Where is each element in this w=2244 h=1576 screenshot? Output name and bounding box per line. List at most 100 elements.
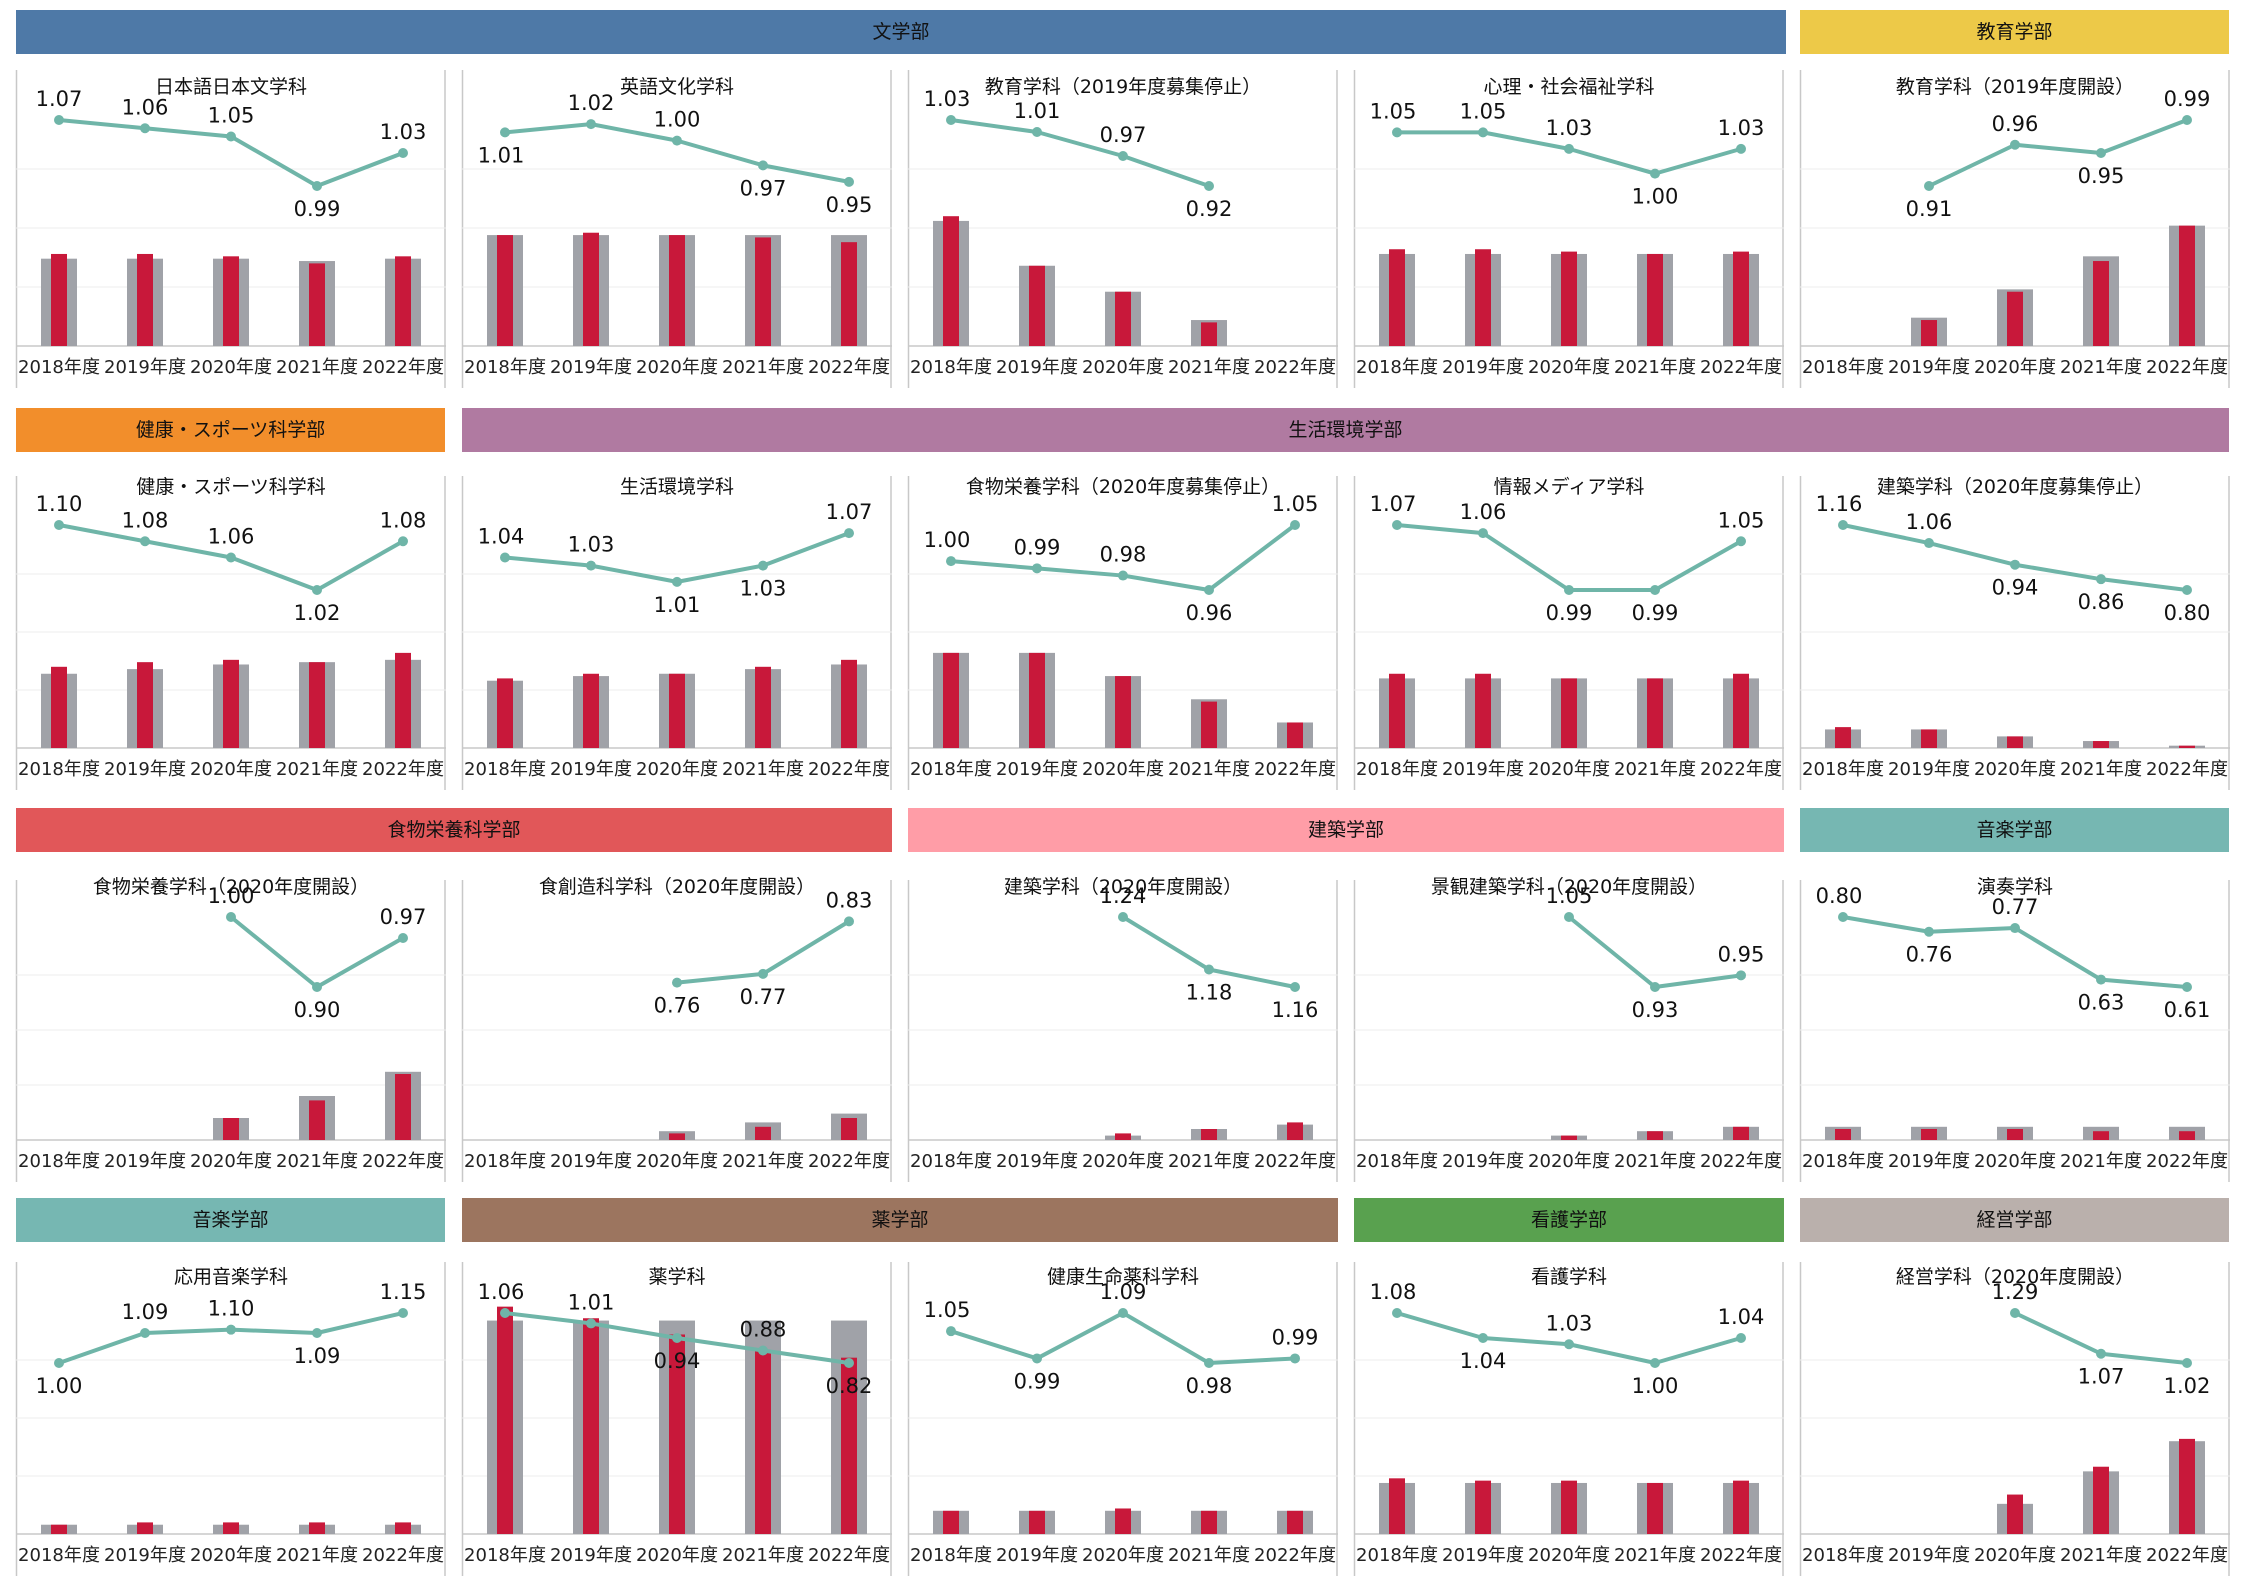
x-tick-label: 2020年度 bbox=[1528, 1151, 1610, 1172]
chart-svg: 1.29 1.07 1.02 2018年度 2019年度 2020年度 2021年度 2022… bbox=[1799, 1262, 2230, 1576]
bar-actual bbox=[1921, 729, 1937, 748]
chart-title: 健康・スポーツ科学科 bbox=[136, 476, 326, 498]
chart-title: 教育学科（2019年度開設） bbox=[1895, 76, 2135, 98]
data-label: 1.03 bbox=[740, 577, 787, 601]
data-label: 0.99 bbox=[1272, 1325, 1319, 1349]
ratio-point bbox=[1564, 585, 1574, 595]
ratio-point bbox=[844, 528, 854, 539]
data-label: 0.88 bbox=[740, 1318, 787, 1342]
data-label: 1.07 bbox=[1370, 492, 1417, 516]
bar-actual bbox=[669, 1334, 685, 1534]
bar-actual bbox=[943, 652, 959, 748]
ratio-point bbox=[1204, 1358, 1214, 1368]
data-label: 1.10 bbox=[36, 492, 83, 516]
data-label: 0.95 bbox=[826, 193, 873, 217]
x-tick-label: 2020年度 bbox=[190, 1545, 272, 1566]
data-label: 0.80 bbox=[2164, 601, 2211, 625]
x-tick-label: 2020年度 bbox=[1974, 357, 2056, 378]
ratio-line bbox=[58, 118, 404, 188]
ratio-point bbox=[672, 977, 682, 988]
faculty-band: 看護学部 bbox=[1354, 1198, 1784, 1242]
x-tick-label: 2022年度 bbox=[1254, 1545, 1336, 1566]
x-tick-label: 2019年度 bbox=[104, 1545, 186, 1566]
ratio-point bbox=[140, 1328, 150, 1338]
ratio-point bbox=[758, 1345, 768, 1356]
data-label: 1.07 bbox=[36, 87, 83, 111]
data-label: 0.82 bbox=[826, 1374, 873, 1398]
ratio-point bbox=[1736, 143, 1746, 154]
x-tick-label: 2019年度 bbox=[550, 1151, 632, 1172]
x-tick-label: 2019年度 bbox=[1442, 1151, 1524, 1172]
bar-actual bbox=[1835, 1129, 1851, 1140]
bar-actual bbox=[1561, 1480, 1577, 1534]
ratio-point bbox=[946, 115, 956, 125]
ratio-point bbox=[1290, 520, 1300, 530]
x-tick-label: 2020年度 bbox=[636, 1151, 718, 1172]
x-tick-label: 2019年度 bbox=[996, 1151, 1078, 1172]
ratio-point bbox=[586, 119, 596, 130]
bar-actual bbox=[1115, 676, 1131, 748]
bar-actual bbox=[309, 1100, 325, 1140]
data-label: 0.95 bbox=[1718, 942, 1765, 966]
bar-actual bbox=[395, 652, 411, 748]
ratio-point bbox=[140, 123, 150, 134]
chart-panel: 経営学科（2020年度開設） 1.29 1.07 1.02 2018年度 2019年度 20… bbox=[1799, 1252, 2230, 1576]
chart-title: 情報メディア学科 bbox=[1493, 476, 1645, 498]
data-label: 1.03 bbox=[1546, 1311, 1593, 1335]
bar-actual bbox=[1389, 673, 1405, 748]
bar-actual bbox=[1835, 727, 1851, 748]
ratio-point bbox=[758, 968, 768, 979]
x-tick-label: 2020年度 bbox=[636, 1545, 718, 1566]
data-label: 1.03 bbox=[380, 120, 427, 144]
ratio-point bbox=[1392, 520, 1402, 530]
data-label: 1.10 bbox=[208, 1297, 255, 1321]
data-label: 0.91 bbox=[1906, 197, 1953, 221]
x-tick-label: 2018年度 bbox=[18, 1151, 100, 1172]
chart-panel: 建築学科（2020年度募集停止） 1.16 1.06 0.94 0.86 0.80 2018… bbox=[1799, 462, 2230, 790]
chart-title: 食物栄養学科（2020年度開設） bbox=[92, 876, 370, 898]
chart-svg: 0.76 0.77 0.83 2018年度 2019年度 2020年度 2021年度 2022… bbox=[461, 880, 892, 1182]
chart-panel: 食創造科学科（2020年度開設） 0.76 0.77 0.83 2018年度 2019年度… bbox=[461, 862, 892, 1182]
x-tick-label: 2018年度 bbox=[1802, 1151, 1884, 1172]
bar-actual bbox=[137, 1522, 153, 1534]
data-label: 1.24 bbox=[1100, 884, 1147, 908]
bar-actual bbox=[2179, 1438, 2195, 1534]
faculty-band: 食物栄養科学部 bbox=[16, 808, 892, 852]
x-tick-label: 2019年度 bbox=[550, 759, 632, 780]
data-label: 0.99 bbox=[1632, 601, 1679, 625]
bar-actual bbox=[51, 253, 67, 346]
x-tick-label: 2020年度 bbox=[1528, 357, 1610, 378]
ratio-point bbox=[54, 1358, 64, 1368]
ratio-point bbox=[1032, 1353, 1042, 1364]
data-label: 0.97 bbox=[380, 905, 427, 929]
bar-actual bbox=[1115, 291, 1131, 346]
ratio-point bbox=[672, 576, 682, 587]
data-label: 1.03 bbox=[924, 87, 971, 111]
data-label: 1.01 bbox=[654, 593, 701, 617]
bar-actual bbox=[309, 263, 325, 346]
chart-panel: 食物栄養学科（2020年度募集停止） 1.00 0.99 0.98 0.96 1.05 20… bbox=[907, 462, 1338, 790]
chart-panel: 教育学科（2019年度募集停止） 1.03 1.01 0.97 0.92 2018年度 20… bbox=[907, 62, 1338, 388]
ratio-point bbox=[1650, 982, 1660, 992]
x-tick-label: 2021年度 bbox=[2060, 759, 2142, 780]
ratio-point bbox=[2096, 974, 2106, 985]
data-label: 0.61 bbox=[2164, 998, 2211, 1022]
x-tick-label: 2020年度 bbox=[190, 1151, 272, 1172]
ratio-point bbox=[844, 176, 854, 187]
x-tick-label: 2021年度 bbox=[722, 1151, 804, 1172]
data-label: 0.98 bbox=[1100, 543, 1147, 567]
x-tick-label: 2021年度 bbox=[1614, 1545, 1696, 1566]
bar-actual bbox=[1115, 1508, 1131, 1534]
x-tick-label: 2018年度 bbox=[464, 1151, 546, 1172]
ratio-point bbox=[500, 127, 510, 138]
x-tick-label: 2018年度 bbox=[910, 1151, 992, 1172]
bar-actual bbox=[1115, 1133, 1131, 1140]
faculty-band: 建築学部 bbox=[908, 808, 1784, 852]
chart-title: 日本語日本文学科 bbox=[154, 76, 307, 98]
chart-svg: 1.05 0.93 0.95 2018年度 2019年度 2020年度 2021年度 2022… bbox=[1353, 880, 1784, 1182]
ratio-point bbox=[1564, 143, 1574, 154]
data-label: 1.05 bbox=[208, 104, 255, 128]
chart-title: 生活環境学科 bbox=[619, 476, 734, 498]
chart-panel: 薬学科 1.06 1.01 0.94 0.88 0.82 2018年度 2019年度 2020年… bbox=[461, 1252, 892, 1576]
